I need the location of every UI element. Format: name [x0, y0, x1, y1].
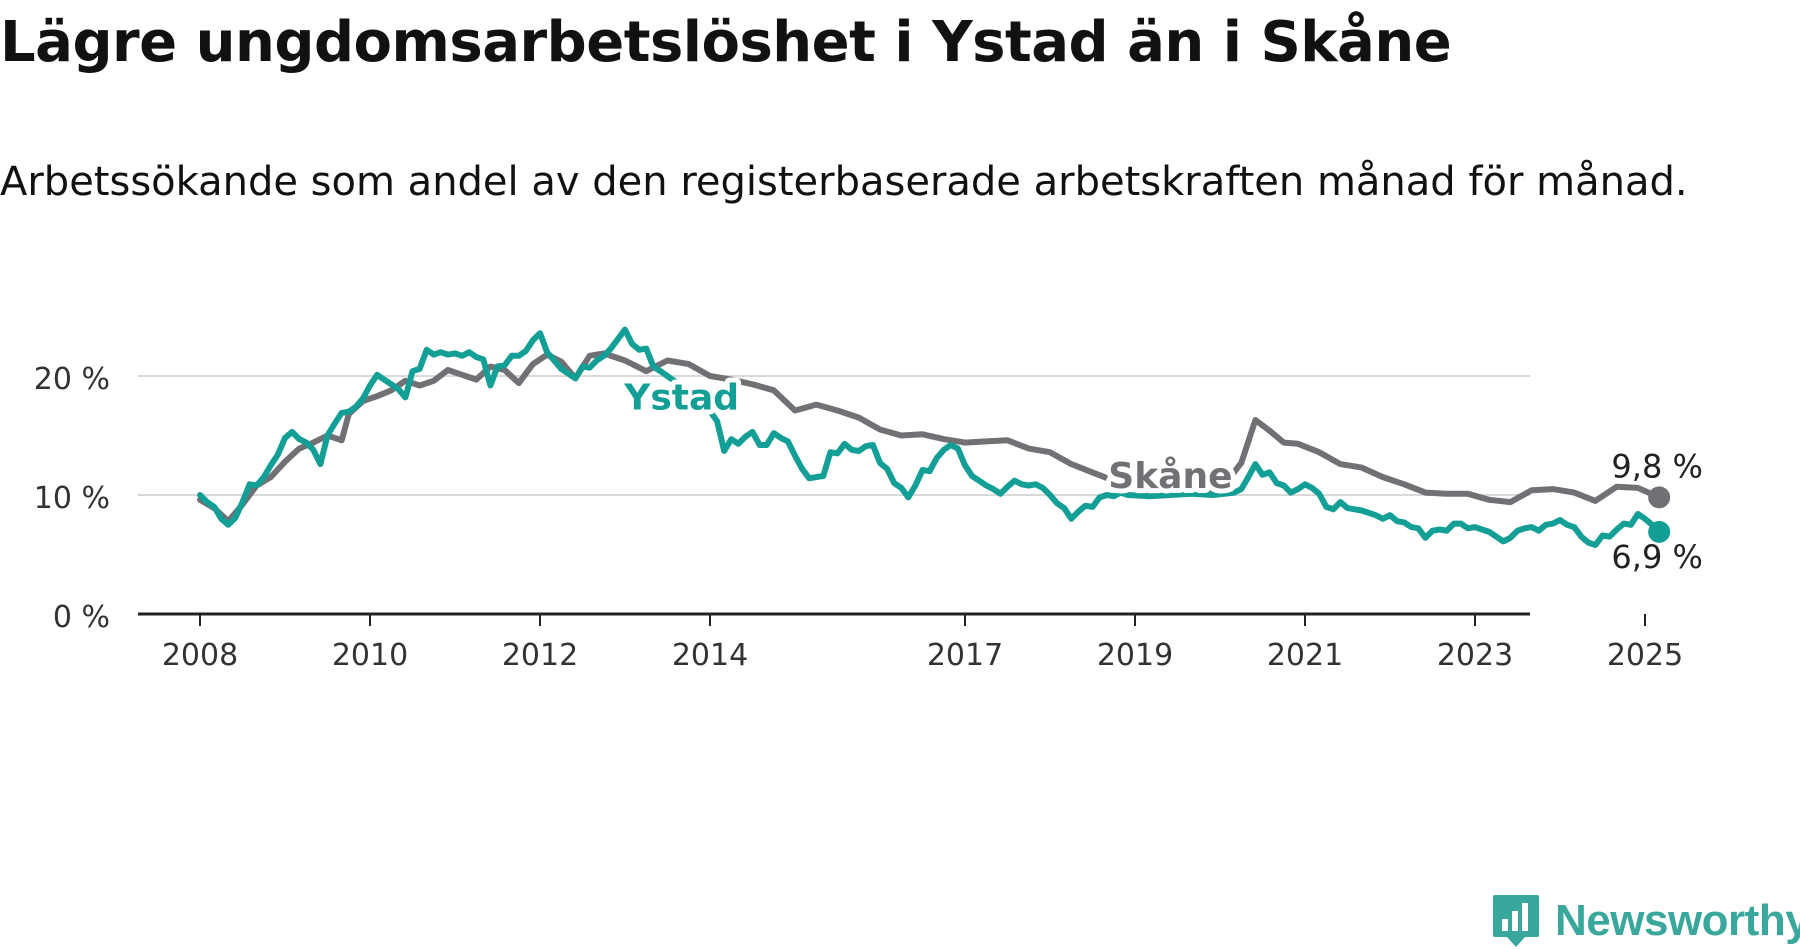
series-name-label: Skåne: [1108, 456, 1232, 497]
series-line-ystad: [197, 326, 1663, 548]
series-lines: [197, 326, 1671, 548]
x-tick-label: 2021: [1267, 638, 1343, 673]
series-labels: 9,8 % 6,9 % Ystad Skåne: [618, 372, 1703, 576]
chart-title: Lägre ungdomsarbetslöshet i Ystad än i S…: [0, 10, 1452, 75]
x-tick-label: 2019: [1097, 638, 1173, 673]
y-axis: 0 % 10 % 20 %: [34, 362, 110, 635]
x-tick-label: 2010: [332, 638, 408, 673]
x-axis: 2008 2010 2012 2014 2017 2019 2021 2023 2025: [138, 612, 1683, 673]
end-marker: [1648, 520, 1671, 543]
series-name-label: Ystad: [623, 377, 739, 418]
series-line-skane: [197, 350, 1663, 525]
x-tick-label: 2025: [1607, 638, 1683, 673]
chart-subtitle: Arbetssökande som andel av den registerb…: [0, 159, 1688, 205]
x-tick-label: 2023: [1437, 638, 1513, 673]
x-tick-label: 2008: [162, 638, 238, 673]
y-tick-label: 10 %: [34, 481, 110, 516]
gridlines: [138, 375, 1530, 496]
end-value-label: 9,8 %: [1611, 447, 1702, 485]
end-value-label: 6,9 %: [1611, 538, 1702, 576]
x-tick-label: 2012: [502, 638, 578, 673]
newsworthy-logo-icon: [1493, 895, 1539, 947]
x-tick-label: 2014: [672, 638, 748, 673]
x-tick-label: 2017: [927, 638, 1003, 673]
end-marker: [1648, 486, 1671, 509]
y-tick-label: 0 %: [53, 600, 110, 635]
brand-name: Newsworthy: [1555, 896, 1800, 945]
y-tick-label: 20 %: [34, 362, 110, 397]
newsworthy-brand[interactable]: Newsworthy: [1491, 893, 1800, 949]
